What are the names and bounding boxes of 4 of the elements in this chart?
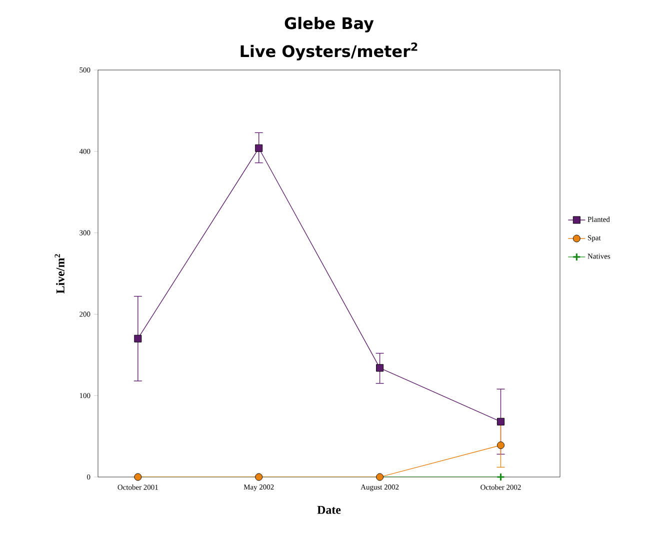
chart-title: Glebe Bay	[284, 16, 374, 32]
chart-subtitle: Live Oysters/meter$^{2}$	[240, 42, 418, 60]
y-axis-title: Live/m$^{2}$	[54, 254, 64, 294]
x-axis-title: Date	[317, 506, 341, 514]
